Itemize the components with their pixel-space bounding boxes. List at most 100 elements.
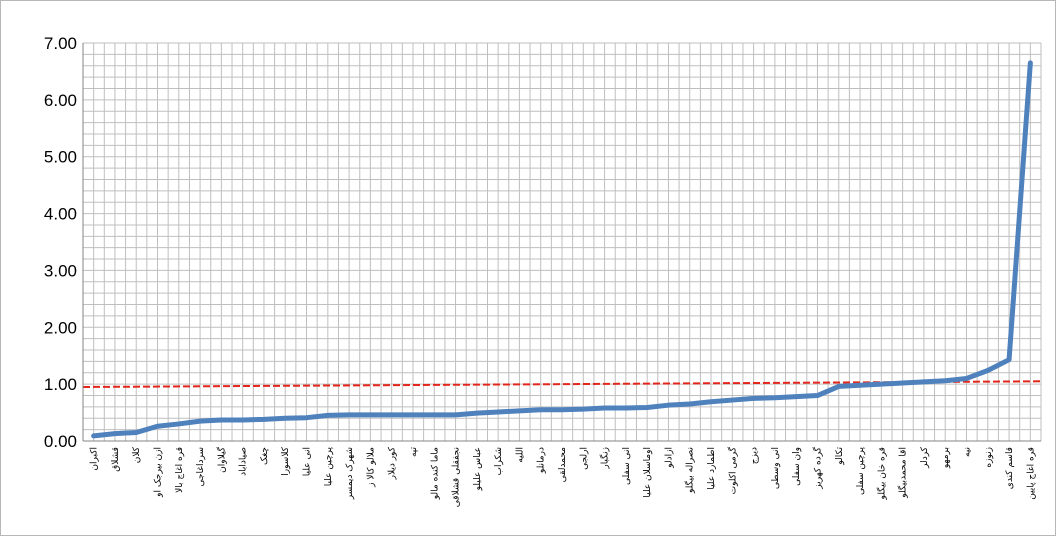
y-tick-label: 6.00 <box>44 91 77 110</box>
data-point <box>837 384 841 388</box>
y-tick-label: 7.00 <box>44 34 77 53</box>
data-point <box>177 422 181 426</box>
y-axis-tick-labels: 0.00 1.00 2.00 3.00 4.00 5.00 6.00 7.00 <box>44 34 77 451</box>
data-point <box>390 413 394 417</box>
data-point <box>773 396 777 400</box>
data-point <box>347 413 351 417</box>
data-point <box>539 408 543 412</box>
x-tick-label: کلان <box>132 446 142 463</box>
x-tick-label: انی سفلی <box>622 447 632 485</box>
data-point <box>964 376 968 380</box>
data-point <box>368 413 372 417</box>
y-tick-label: 1.00 <box>44 375 77 394</box>
x-tick-label: نصراله بیگلو <box>684 447 696 494</box>
data-point <box>326 413 330 417</box>
x-tick-label: پرچین سفلی <box>856 447 866 496</box>
data-point <box>305 416 309 420</box>
x-tick-label: نیه <box>962 447 972 457</box>
data-point <box>1007 358 1011 362</box>
x-tick-label: اقا محمدبیگلو <box>897 447 909 499</box>
x-tick-label: دیزج <box>750 447 760 464</box>
x-tick-label: قره خان بیگلو <box>875 447 887 500</box>
data-point <box>688 402 692 406</box>
series-group <box>91 60 1033 439</box>
data-point <box>901 381 905 385</box>
x-tick-label: صیاداباد <box>239 447 249 476</box>
data-point <box>794 395 798 399</box>
x-tick-label: اللیه <box>515 447 525 463</box>
x-tick-label: شهرک دیمسر <box>344 447 355 500</box>
data-point <box>454 413 458 417</box>
x-tick-label: محمدلقی <box>558 447 568 483</box>
data-point <box>709 400 713 404</box>
x-tick-label: چغک <box>260 447 270 465</box>
data-point <box>283 416 287 420</box>
data-point <box>92 434 96 438</box>
x-tick-label: ازن بیرجک او <box>154 447 164 498</box>
x-tick-label: ملالو کالا ز <box>366 447 376 488</box>
y-tick-label: 5.00 <box>44 148 77 167</box>
x-tick-label: ازادلو <box>664 447 674 469</box>
x-tick-label: گرده کهریز <box>811 446 823 489</box>
data-point <box>922 380 926 384</box>
data-point <box>560 408 564 412</box>
data-point <box>752 396 756 400</box>
x-tick-label: انی علیا <box>303 447 313 476</box>
x-tick-label: پرچین علیا <box>324 447 334 487</box>
data-point <box>134 430 138 434</box>
y-tick-label: 4.00 <box>44 205 77 224</box>
data-point <box>986 368 990 372</box>
data-point <box>603 406 607 410</box>
x-tick-label: اطمارد علیا <box>707 447 717 490</box>
data-point <box>730 398 734 402</box>
x-tick-label: درمانلو <box>537 447 547 474</box>
x-tick-label: ماما کنده مالو <box>430 447 440 500</box>
data-point <box>645 405 649 409</box>
x-tick-label: تپه <box>409 447 419 458</box>
x-tick-label: تکالو <box>835 447 845 466</box>
x-tick-label: عباس علیلو <box>473 447 483 491</box>
gridlines <box>82 42 1042 442</box>
x-axis-tick-labels: اکبران قشلاق کلان ازن بیرجک او قره اغاج بالا… <box>90 446 1037 507</box>
data-point <box>432 413 436 417</box>
x-tick-label: قره اغاج بالا <box>175 447 185 493</box>
x-tick-label: زنگبار <box>599 447 611 470</box>
x-tick-label: قشلاق <box>111 447 121 472</box>
x-tick-label: کلاسورا <box>281 446 291 475</box>
data-point <box>517 409 521 413</box>
data-point <box>262 417 266 421</box>
data-point <box>815 394 819 398</box>
data-point <box>113 432 117 436</box>
data-point <box>241 418 245 422</box>
data-point <box>198 419 202 423</box>
x-tick-label: شکراب <box>494 447 504 475</box>
data-point <box>156 424 160 428</box>
data-point <box>411 413 415 417</box>
y-tick-label: 0.00 <box>44 432 77 451</box>
x-tick-label: قره اغاج پایین <box>1026 447 1036 500</box>
x-tick-label: برمهو <box>941 447 951 469</box>
x-tick-label: گرمی اکلوت <box>726 446 738 494</box>
x-tick-label: اوماسلان علیا <box>643 447 653 498</box>
data-point <box>879 382 883 386</box>
x-tick-label: گیلاوان <box>215 446 227 473</box>
x-tick-label: زنوزه <box>984 447 994 468</box>
data-point <box>219 418 223 422</box>
data-point <box>581 407 585 411</box>
x-tick-label: وان سفلی <box>792 447 802 486</box>
x-tick-label: ارلجی <box>579 447 589 470</box>
y-tick-label: 2.00 <box>44 318 77 337</box>
x-tick-label: اکبران <box>90 447 100 471</box>
data-point <box>943 379 947 383</box>
x-tick-label: کور دیلار <box>388 446 398 480</box>
data-point <box>496 410 500 414</box>
x-tick-label: قاسم کندی <box>1005 447 1015 489</box>
axes <box>82 43 1041 442</box>
data-point <box>1028 61 1032 65</box>
x-tick-label: نجفقلی قشلاقی <box>452 447 462 507</box>
x-tick-label: کردلر <box>920 446 930 469</box>
data-point <box>475 411 479 415</box>
data-point <box>858 383 862 387</box>
